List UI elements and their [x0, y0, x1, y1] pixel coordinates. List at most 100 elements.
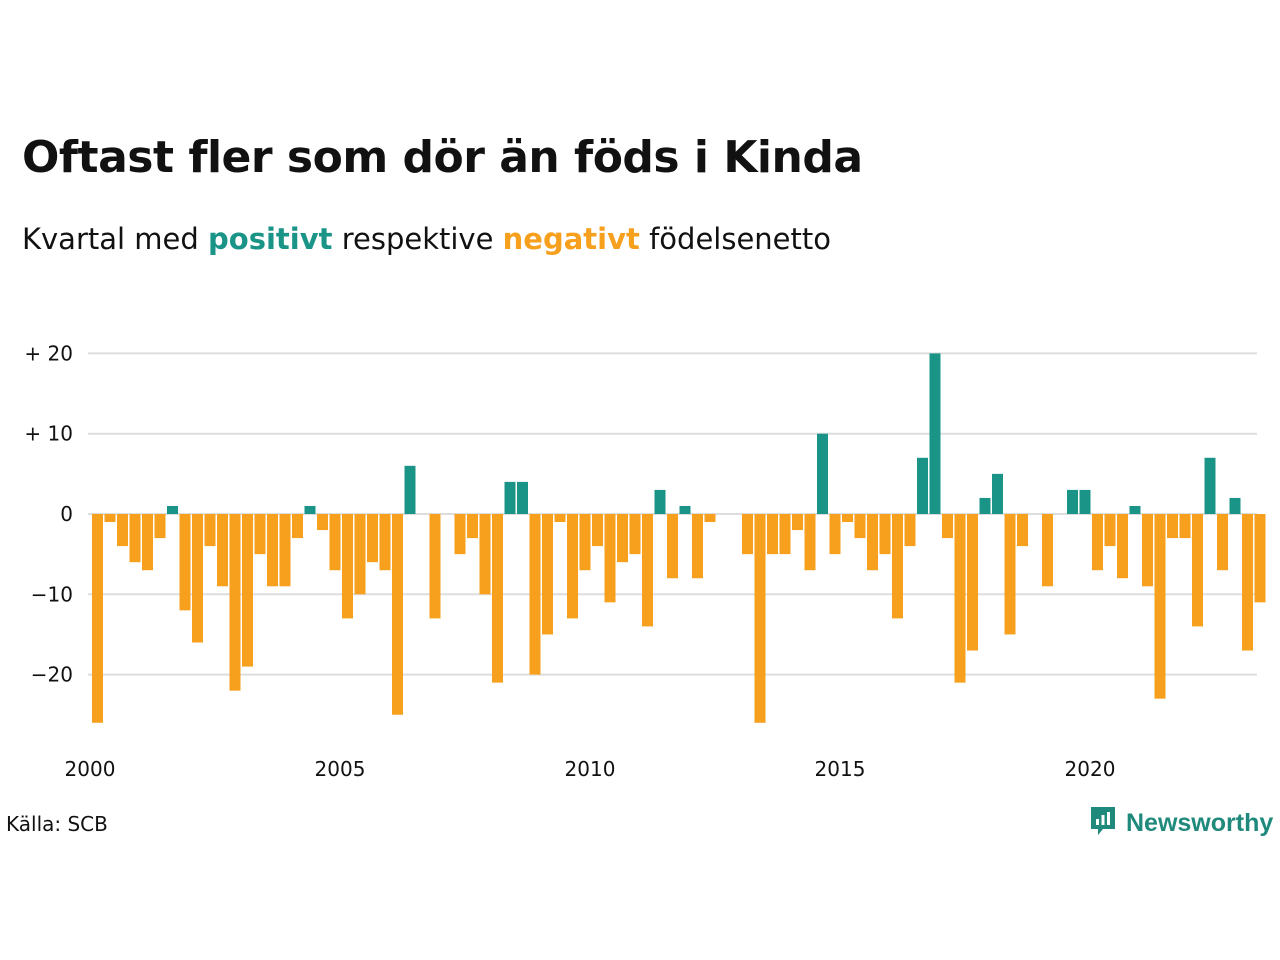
bar-positive	[504, 481, 516, 514]
bar-positive	[167, 505, 178, 514]
bar-negative	[779, 514, 791, 555]
y-axis: + 20 + 10 0 −10 −20	[24, 341, 73, 686]
bar-negative	[542, 514, 553, 635]
bar-negative	[367, 514, 378, 563]
subtitle-prefix: Kvartal med	[22, 222, 199, 256]
bar-negative	[554, 514, 566, 523]
bar-negative	[142, 514, 153, 571]
bar-negative	[942, 514, 953, 539]
bar-negative	[529, 514, 541, 675]
bar-negative	[392, 514, 403, 715]
bar-negative	[904, 514, 916, 547]
subtitle-positive-word: positivt	[208, 222, 333, 256]
bar-positive	[517, 481, 528, 514]
bar-negative	[892, 514, 903, 619]
bar-positive	[679, 505, 691, 514]
bar-negative	[617, 514, 628, 563]
chart-subtitle: Kvartal med positivt respektive negativt…	[22, 222, 831, 256]
bar-negative	[104, 514, 116, 523]
bar-negative	[954, 514, 966, 683]
bar-negative	[204, 514, 216, 547]
bar-negative	[879, 514, 891, 555]
bar-negative	[179, 514, 191, 611]
chart-title: Oftast fler som dör än föds i Kinda	[22, 132, 863, 183]
bar-negative	[242, 514, 253, 667]
bar-negative	[329, 514, 341, 571]
bar-negative	[379, 514, 391, 571]
x-tick-label: 2020	[1065, 757, 1116, 781]
bar-negative	[1167, 514, 1178, 539]
bar-positive	[654, 489, 666, 514]
bar-negative	[354, 514, 366, 595]
bar-negative	[342, 514, 353, 619]
bar-negative	[579, 514, 591, 571]
x-tick-label: 2010	[565, 757, 616, 781]
bar-positive	[1067, 489, 1078, 514]
bar-negative	[1242, 514, 1253, 651]
y-tick-label: + 10	[24, 422, 73, 446]
bar-negative	[867, 514, 878, 571]
bar-positive	[917, 457, 928, 514]
subtitle-negative-word: negativt	[502, 222, 640, 256]
bar-negative	[479, 514, 491, 595]
bar-negative	[429, 514, 441, 619]
bar-negative	[804, 514, 816, 571]
bar-positive	[304, 505, 316, 514]
bar-negative	[854, 514, 866, 539]
bar-negative	[267, 514, 278, 587]
bar-negative	[1104, 514, 1116, 547]
y-tick-label: −10	[31, 582, 73, 606]
bar-negative	[842, 514, 853, 523]
bar-negative	[292, 514, 303, 539]
bar-negative	[1117, 514, 1128, 579]
bar-negative	[492, 514, 503, 683]
x-tick-label: 2015	[815, 757, 866, 781]
source-note: Källa: SCB	[6, 812, 108, 836]
bar-negative	[129, 514, 141, 563]
bar-positive	[1079, 489, 1091, 514]
bar-negative	[754, 514, 766, 723]
bar-negative	[1217, 514, 1228, 571]
bar-positive	[992, 473, 1003, 514]
bar-positive	[979, 497, 991, 514]
bar-negative	[217, 514, 228, 587]
newsworthy-logo: Newsworthy	[1088, 804, 1273, 842]
bar-negative	[629, 514, 641, 555]
bar-negative	[742, 514, 753, 555]
bar-negative	[229, 514, 241, 691]
brand-name: Newsworthy	[1126, 808, 1274, 837]
bar-negative	[1179, 514, 1191, 539]
bar-negative	[767, 514, 778, 555]
y-tick-label: 0	[60, 502, 73, 526]
bar-negative	[792, 514, 803, 531]
bar-negative	[92, 514, 103, 723]
bar-positive	[1229, 497, 1241, 514]
subtitle-suffix: födelsenetto	[649, 222, 831, 256]
bar-negative	[279, 514, 291, 587]
bar-negative	[117, 514, 128, 547]
bar-negative	[592, 514, 603, 547]
bar-negative	[467, 514, 478, 539]
bar-negative	[192, 514, 203, 643]
bar-negative	[1042, 514, 1053, 587]
bar-negative	[692, 514, 703, 579]
bar-negative	[1154, 514, 1166, 699]
bar-negative	[1017, 514, 1028, 547]
bar-negative	[1004, 514, 1016, 635]
bar-negative	[317, 514, 328, 531]
bar-positive	[1129, 505, 1141, 514]
bar-negative	[1092, 514, 1103, 571]
bar-negative	[254, 514, 266, 555]
x-tick-label: 2000	[65, 757, 116, 781]
bar-negative	[454, 514, 466, 555]
bar-negative	[704, 514, 716, 523]
bar-positive	[817, 433, 828, 514]
bar-negative	[967, 514, 978, 651]
bar-negative	[1192, 514, 1203, 627]
bar-negative	[567, 514, 578, 619]
bars	[92, 353, 1266, 723]
subtitle-middle: respektive	[341, 222, 494, 256]
bar-negative	[604, 514, 616, 603]
bar-positive	[929, 353, 941, 514]
